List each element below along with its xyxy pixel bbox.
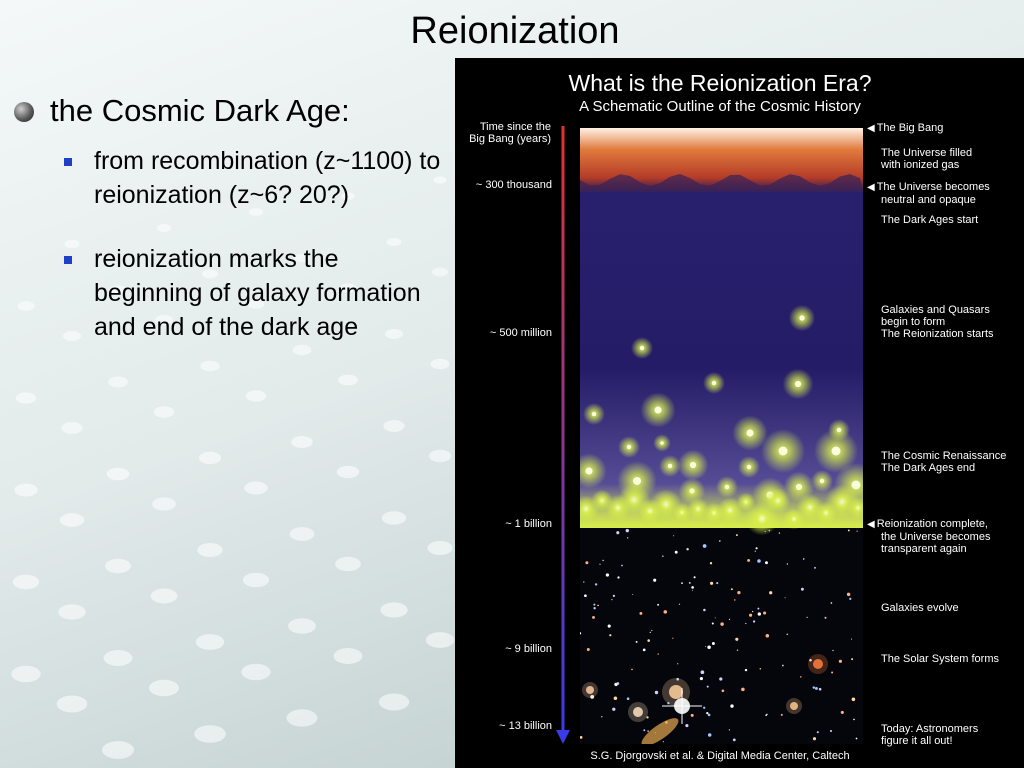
event-label-line: The Dark Ages end xyxy=(881,462,976,474)
pointer-arrow-icon: ◀ xyxy=(867,123,875,134)
sphere-bullet-icon xyxy=(14,102,34,122)
pointer-arrow-icon: ◀ xyxy=(867,182,875,193)
pointer-arrow-icon: ◀ xyxy=(867,519,875,530)
event-label-line: Reionization complete, xyxy=(876,518,988,530)
event-label-line: The Universe filled xyxy=(881,147,973,159)
slide-title: Reionization xyxy=(410,10,620,52)
cosmic-history-column xyxy=(580,128,863,744)
event-label-line: The Big Bang xyxy=(876,122,944,134)
figure-subtitle: A Schematic Outline of the Cosmic Histor… xyxy=(579,98,861,115)
event-label: ◀ The Universe becomes neutral and opaque xyxy=(867,181,990,206)
timeline-header-line: Time since the xyxy=(479,121,551,133)
event-label-line: transparent again xyxy=(881,543,967,555)
sub-bullet-2: reionization marks the beginning of gala… xyxy=(64,242,442,344)
square-bullet-icon xyxy=(64,158,72,166)
timeline-header: Time since the Big Bang (years) xyxy=(455,121,551,145)
event-label-line: the Universe becomes xyxy=(881,531,991,543)
event-label: Galaxies evolve xyxy=(881,602,959,614)
event-label: Galaxies and Quasars begin to form The Rei… xyxy=(881,304,994,340)
sub-bullet-1: from recombination (z~1100) to reionizat… xyxy=(64,144,442,212)
time-label: ~ 300 thousand xyxy=(475,179,552,191)
event-label: The Cosmic Renaissance The Dark Ages end xyxy=(881,450,1006,474)
timeline-header-line: Big Bang (years) xyxy=(469,133,551,145)
time-arrow-icon xyxy=(556,126,570,744)
sub-bullet-2-text: reionization marks the beginning of gala… xyxy=(94,245,421,341)
event-label-line: The Solar System forms xyxy=(881,653,999,665)
event-label-line: figure it all out! xyxy=(881,735,953,747)
event-label: The Universe filled with ionized gas xyxy=(881,147,972,171)
figure-title: What is the Reionization Era? xyxy=(568,70,872,96)
figure-credit: S.G. Djorgovski et al. & Digital Media C… xyxy=(590,750,850,762)
event-label-line: Galaxies and Quasars xyxy=(881,304,990,316)
event-label: ◀ Reionization complete, the Universe beco… xyxy=(867,518,990,555)
event-label-line: The Cosmic Renaissance xyxy=(881,450,1007,462)
event-label-line: Today: Astronomers xyxy=(881,723,979,735)
event-label: The Dark Ages start xyxy=(881,214,978,226)
event-label: Today: Astronomers figure it all out! xyxy=(881,723,978,747)
event-label-line: The Universe becomes xyxy=(876,181,990,193)
event-label-line: begin to form xyxy=(881,316,946,328)
square-bullet-icon xyxy=(64,256,72,264)
bullet-main: the Cosmic Dark Age: xyxy=(12,92,442,130)
event-label-line: The Reionization starts xyxy=(881,328,994,340)
event-label-line: The Dark Ages start xyxy=(881,214,979,226)
event-label: The Solar System forms xyxy=(881,653,999,665)
event-label-line: neutral and opaque xyxy=(881,194,976,206)
bullet-main-text: the Cosmic Dark Age: xyxy=(50,93,350,128)
sub-bullet-1-text: from recombination (z~1100) to reionizat… xyxy=(94,147,441,209)
bullet-list: the Cosmic Dark Age: from recombination … xyxy=(12,92,442,344)
event-label-line: with ionized gas xyxy=(881,159,960,171)
event-label-line: Galaxies evolve xyxy=(881,602,959,614)
time-label: ~ 1 billion xyxy=(505,518,552,530)
reionization-figure: What is the Reionization Era? A Schemati… xyxy=(455,58,1024,768)
time-label: ~ 13 billion xyxy=(499,720,552,732)
time-label: ~ 500 million xyxy=(489,327,552,339)
event-label: ◀ The Big Bang xyxy=(867,122,943,135)
time-label: ~ 9 billion xyxy=(505,643,552,655)
